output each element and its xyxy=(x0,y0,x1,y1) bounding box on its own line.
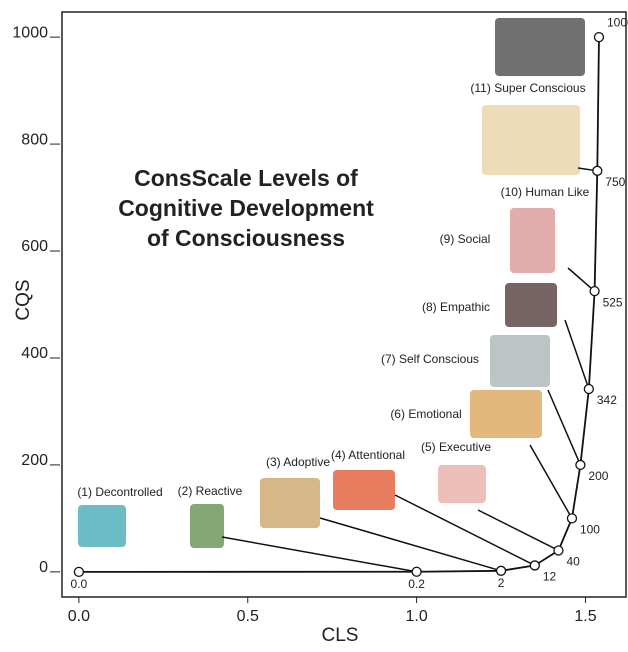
y-tick-label: 800 xyxy=(21,131,48,148)
data-point xyxy=(590,287,599,296)
data-point xyxy=(567,514,576,523)
level-label: (4) Attentional xyxy=(331,448,405,462)
y-tick-label: 1000 xyxy=(12,24,48,41)
level-connector xyxy=(530,445,572,518)
data-label: 0.0 xyxy=(71,577,88,591)
level-label: (7) Self Conscious xyxy=(381,352,479,366)
x-axis-label: CLS xyxy=(322,625,359,646)
level-label: (8) Empathic xyxy=(422,300,490,314)
level-connector xyxy=(320,518,501,571)
level-picture xyxy=(495,18,585,76)
y-axis-label: CQS xyxy=(13,279,34,320)
level-label: (2) Reactive xyxy=(178,484,243,498)
level-picture xyxy=(260,478,320,528)
y-tick-label: 600 xyxy=(21,238,48,255)
data-point xyxy=(74,567,83,576)
data-point xyxy=(554,546,563,555)
level-label: (9) Social xyxy=(440,232,491,246)
level-label: (1) Decontrolled xyxy=(77,485,162,499)
level-picture xyxy=(78,505,126,547)
x-tick-label: 1.5 xyxy=(574,608,596,625)
data-label: 1000 xyxy=(607,15,628,29)
x-tick-label: 1.0 xyxy=(405,608,427,625)
level-picture xyxy=(470,390,542,438)
data-point xyxy=(576,460,585,469)
level-connector xyxy=(222,537,417,572)
data-point xyxy=(584,384,593,393)
data-point xyxy=(593,166,602,175)
y-tick-label: 400 xyxy=(21,345,48,362)
level-picture xyxy=(438,465,486,503)
data-label: 12 xyxy=(543,570,557,584)
level-picture xyxy=(510,208,555,273)
data-point xyxy=(412,567,421,576)
level-picture xyxy=(190,504,224,548)
data-label: 750 xyxy=(605,175,625,189)
y-tick-label: 0 xyxy=(39,559,48,576)
level-connector xyxy=(478,510,558,550)
data-point xyxy=(530,561,539,570)
x-tick-label: 0.5 xyxy=(237,608,259,625)
data-label: 200 xyxy=(588,469,608,483)
data-label: 100 xyxy=(580,523,600,537)
chart-title: Cognitive Development xyxy=(118,195,374,221)
level-picture xyxy=(490,335,550,387)
chart-title: ConsScale Levels of xyxy=(134,165,358,191)
data-point xyxy=(594,33,603,42)
level-picture xyxy=(333,470,395,510)
data-label: 2 xyxy=(498,576,505,590)
y-tick-label: 200 xyxy=(21,452,48,469)
level-label: (5) Executive xyxy=(421,440,491,454)
level-connector xyxy=(548,390,580,465)
data-label: 342 xyxy=(597,393,617,407)
x-tick-label: 0.0 xyxy=(68,608,90,625)
level-label: (6) Emotional xyxy=(390,407,461,421)
data-label: 40 xyxy=(566,555,580,569)
data-label: 525 xyxy=(603,295,623,309)
level-label: (3) Adoptive xyxy=(266,455,330,469)
level-label: (10) Human Like xyxy=(501,185,590,199)
level-connector xyxy=(568,268,595,291)
chart: CLS CQS 0.0 0.5 1.0 1.5 0 200 400 600 800 1000 Con… xyxy=(0,0,628,652)
chart-title: of Consciousness xyxy=(147,225,345,251)
level-picture xyxy=(482,105,580,175)
level-connector xyxy=(565,320,589,389)
level-connector xyxy=(395,495,535,565)
data-point xyxy=(497,566,506,575)
level-label: (11) Super Conscious xyxy=(470,81,585,95)
level-picture xyxy=(505,283,557,327)
data-label: 0.2 xyxy=(408,577,425,591)
